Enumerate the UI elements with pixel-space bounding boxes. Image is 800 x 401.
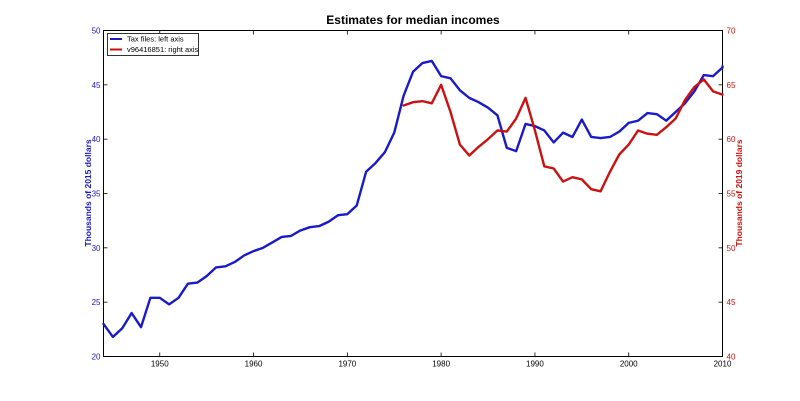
series-line-0 — [102, 59, 724, 339]
x-tick-label: 2000 — [620, 360, 638, 369]
y-right-tick-label: 40 — [727, 353, 736, 362]
y-right-tick-label: 65 — [727, 81, 736, 90]
chart-title: Estimates for median incomes — [326, 13, 500, 27]
y-left-tick-label: 25 — [92, 298, 101, 307]
legend-label-v96416851: v96416851: right axis — [127, 45, 199, 54]
x-tick-label: 2010 — [714, 360, 732, 369]
y-right-tick-label: 60 — [727, 135, 736, 144]
y-right-tick-label: 45 — [727, 298, 736, 307]
y-right-tick-label: 70 — [727, 27, 736, 36]
series-line-1 — [402, 78, 724, 193]
x-tick-label: 1960 — [245, 360, 263, 369]
x-axis: 1950 1960 1970 1980 1990 2000 2010 — [151, 30, 732, 369]
x-tick-label: 1950 — [151, 360, 169, 369]
y-axis-left: 20 25 30 35 40 45 50 — [92, 27, 108, 362]
legend-label-tax-files: Tax files: left axis — [127, 35, 184, 44]
y-right-tick-label: 50 — [727, 244, 736, 253]
x-tick-label: 1970 — [338, 360, 356, 369]
y-axis-left-label: Thousands of 2015 dollars — [83, 139, 93, 246]
y-left-tick-label: 30 — [92, 244, 101, 253]
y-right-tick-label: 55 — [727, 190, 736, 199]
y-left-tick-label: 35 — [92, 190, 101, 199]
series-layer — [102, 59, 724, 339]
legend-box — [107, 33, 199, 56]
y-left-tick-label: 50 — [92, 27, 101, 36]
x-tick-label: 1980 — [432, 360, 450, 369]
y-left-tick-label: 20 — [92, 353, 101, 362]
y-left-tick-label: 45 — [92, 81, 101, 90]
y-axis-right-label: Thousands of 2019 dollars — [734, 139, 744, 246]
legend: Tax files: left axis v96416851: right ax… — [107, 33, 199, 56]
y-left-tick-label: 40 — [92, 135, 101, 144]
y-axis-right: 40 45 50 55 60 65 70 — [718, 27, 736, 362]
x-tick-label: 1990 — [526, 360, 544, 369]
